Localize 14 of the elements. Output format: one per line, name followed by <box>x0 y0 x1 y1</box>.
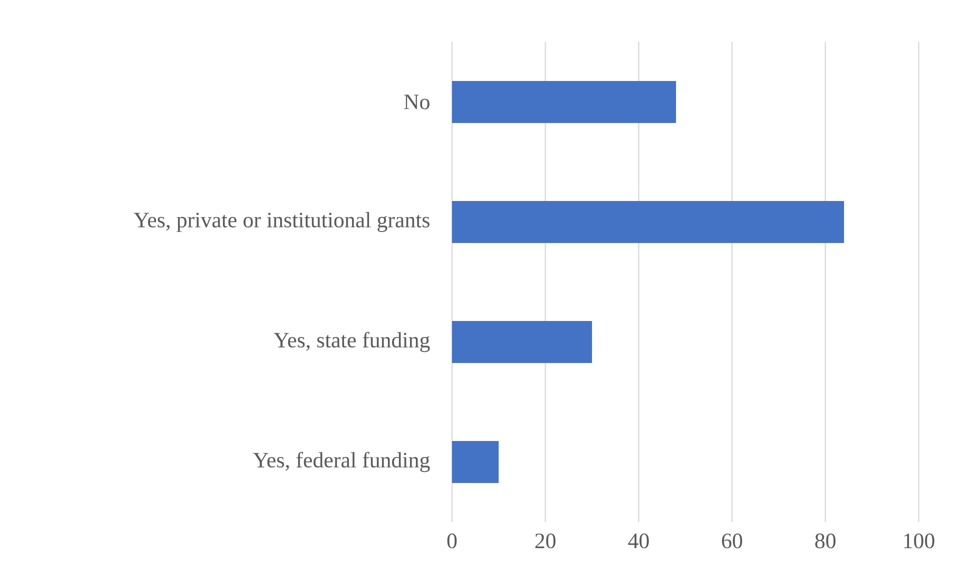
bar <box>452 200 844 243</box>
x-tick-label: 80 <box>815 534 836 548</box>
x-tick-label: 40 <box>628 534 649 548</box>
bar <box>452 440 499 483</box>
y-tick-label: Yes, private or institutional grants <box>134 212 430 232</box>
y-tick-label: Yes, state funding <box>274 332 430 352</box>
x-tick-label: 20 <box>535 534 556 548</box>
x-tick-label: 60 <box>722 534 742 548</box>
bar <box>452 320 592 363</box>
bar <box>452 80 676 123</box>
x-tick-label: 0 <box>447 534 457 548</box>
x-tick-label: 100 <box>904 534 934 548</box>
y-tick-label: No <box>404 94 430 110</box>
y-tick-label: Yes, federal funding <box>253 452 430 472</box>
